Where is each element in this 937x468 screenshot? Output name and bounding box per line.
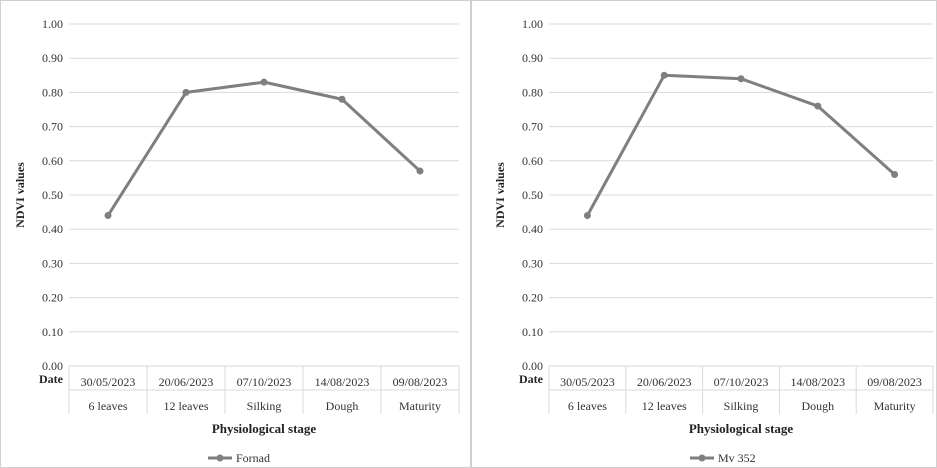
y-tick-label: 0.60 <box>522 154 543 168</box>
chart-0: 0.00 0.10 0.20 0.30 0.40 0.50 0.60 0.70 0.80 0.90… <box>13 17 460 465</box>
data-point <box>891 170 899 178</box>
x-tick-date: 07/10/2023 <box>714 375 769 389</box>
y-tick-label: 1.00 <box>522 17 543 31</box>
y-tick-label: 0.00 <box>522 359 543 373</box>
row-header-date: Date <box>39 372 64 386</box>
y-tick-label: 0.10 <box>522 325 543 339</box>
x-tick-date: 07/10/2023 <box>237 375 292 389</box>
x-tick-stage: 6 leaves <box>568 399 607 413</box>
y-tick-label: 0.30 <box>42 256 63 270</box>
legend-swatch-marker <box>698 454 706 462</box>
y-tick-label: 0.40 <box>42 222 63 236</box>
x-tick-date: 14/08/2023 <box>790 375 845 389</box>
data-point <box>182 88 190 96</box>
data-point <box>260 78 268 86</box>
y-tick-label: 1.00 <box>42 17 63 31</box>
y-tick-label: 0.40 <box>522 222 543 236</box>
x-tick-stage: Maturity <box>874 399 916 413</box>
y-tick-label: 0.50 <box>522 188 543 202</box>
y-axis-title: NDVI values <box>493 162 507 228</box>
y-tick-label: 0.30 <box>522 256 543 270</box>
x-tick-date: 14/08/2023 <box>315 375 370 389</box>
data-point <box>104 212 112 220</box>
y-tick-label: 0.70 <box>522 120 543 134</box>
y-tick-label: 0.20 <box>522 291 543 305</box>
y-tick-label: 0.60 <box>42 154 63 168</box>
data-point <box>814 102 822 110</box>
x-tick-stage: Dough <box>326 399 359 413</box>
x-tick-date: 09/08/2023 <box>393 375 448 389</box>
x-tick-date: 20/06/2023 <box>637 375 692 389</box>
chart-1: 0.00 0.10 0.20 0.30 0.40 0.50 0.60 0.70 0.80 0.90… <box>493 17 934 465</box>
y-tick-label: 0.50 <box>42 188 63 202</box>
y-tick-label: 0.80 <box>522 85 543 99</box>
y-tick-label: 0.90 <box>522 51 543 65</box>
legend-label: Fornad <box>236 451 270 465</box>
data-point <box>660 71 668 79</box>
y-axis-title: NDVI values <box>13 162 27 228</box>
y-tick-label: 0.80 <box>42 85 63 99</box>
x-tick-stage: 6 leaves <box>89 399 128 413</box>
x-tick-stage: 12 leaves <box>642 399 687 413</box>
x-tick-date: 09/08/2023 <box>867 375 922 389</box>
x-tick-stage: Silking <box>724 399 759 413</box>
row-header-date: Date <box>519 372 544 386</box>
x-tick-stage: Silking <box>247 399 282 413</box>
data-point <box>416 167 424 175</box>
data-point <box>583 212 591 220</box>
x-axis-title: Physiological stage <box>212 421 317 436</box>
y-tick-label: 0.20 <box>42 291 63 305</box>
x-tick-stage: Maturity <box>399 399 441 413</box>
series-line <box>586 73 896 217</box>
panel-divider <box>470 0 472 468</box>
series-line <box>106 80 422 217</box>
y-tick-label: 0.70 <box>42 120 63 134</box>
y-tick-label: 0.10 <box>42 325 63 339</box>
legend-label: Mv 352 <box>718 451 756 465</box>
x-tick-stage: Dough <box>801 399 834 413</box>
y-tick-label: 0.00 <box>42 359 63 373</box>
x-tick-stage: 12 leaves <box>164 399 209 413</box>
x-tick-date: 30/05/2023 <box>81 375 136 389</box>
x-axis-title: Physiological stage <box>689 421 794 436</box>
y-tick-label: 0.90 <box>42 51 63 65</box>
data-point <box>737 75 745 83</box>
legend-swatch-marker <box>216 454 224 462</box>
x-tick-date: 20/06/2023 <box>159 375 214 389</box>
data-point <box>338 95 346 103</box>
x-tick-date: 30/05/2023 <box>560 375 615 389</box>
